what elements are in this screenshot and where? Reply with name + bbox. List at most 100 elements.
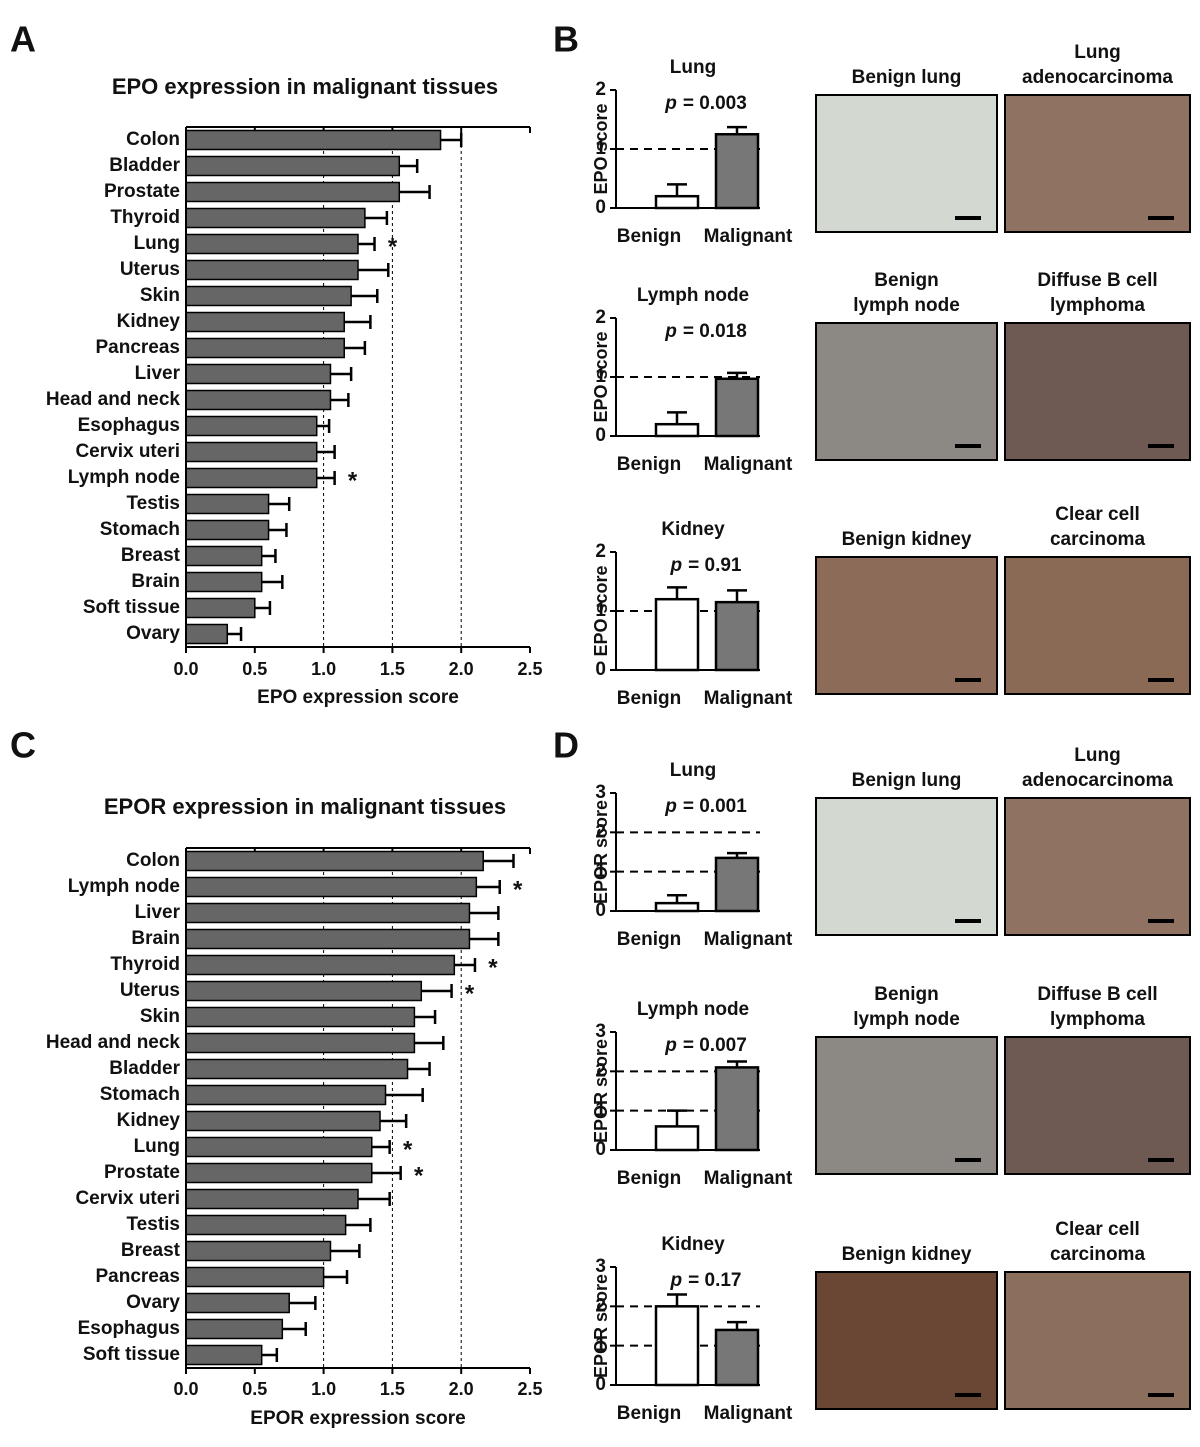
y-axis-label: EPOR score [591,1039,611,1143]
category-label: Liver [135,363,181,384]
image-caption: Benign kidney [842,1244,972,1265]
y-tick-label: 0 [595,1374,606,1395]
bar [714,133,760,210]
error-bar [282,1322,307,1336]
category-label: Uterus [120,980,180,1001]
y-tick-label: 2 [595,1295,606,1316]
error-bar [727,589,747,603]
bar [185,311,345,333]
scale-bar [955,1393,981,1397]
p-text: = 0.91 [688,555,742,576]
category-label: Ovary [126,623,180,644]
chart-title: Lymph node [637,999,749,1020]
image-caption: Benign kidney [842,529,972,550]
y-tick-label: 1 [595,861,606,882]
y-tick-label: 2 [595,541,606,562]
x-tick-label: Benign [617,688,681,709]
bar [714,600,760,672]
error-bar [414,1036,445,1050]
micrograph [815,556,998,695]
category-label: Colon [126,850,180,871]
error-bar [316,471,336,485]
x-tick-label: Benign [617,1168,681,1189]
image-caption: Diffuse B cell [1037,270,1157,291]
error-bar [254,601,272,615]
error-bar [399,185,431,199]
error-bar [667,894,687,904]
x-tick-label: Benign [617,1403,681,1424]
bar [185,285,352,307]
error-bar [414,1010,437,1024]
image-caption: lymph node [853,295,960,316]
category-label: Colon [126,129,180,150]
bar [185,928,471,950]
error-bar [667,183,687,197]
bar [654,901,700,913]
error-bar [316,419,331,433]
scale-bar [1148,1158,1174,1162]
scale-bar [1148,216,1174,220]
error-bar [316,445,336,459]
micrograph [1004,1036,1191,1175]
bar [185,129,442,151]
image-caption: adenocarcinoma [1022,770,1173,791]
y-tick-label: 1 [595,366,606,387]
error-bar [261,575,284,589]
p-text: = 0.001 [683,796,747,817]
x-tick-label: Malignant [704,226,793,247]
error-bar [371,1166,402,1180]
p-value: p = 0.003 [664,93,747,114]
category-label: Head and neck [46,389,181,410]
bar [185,441,318,463]
bar [185,415,318,437]
p-symbol: p [664,1035,677,1056]
micrograph [1004,556,1191,695]
error-bar [344,315,372,329]
chart-title: Kidney [661,519,725,540]
bar [185,493,270,515]
bar [185,1136,373,1158]
category-label: Breast [121,545,181,566]
x-axis-label: EPO expression score [257,687,459,708]
bar [654,194,700,210]
x-tick-label: 2.5 [517,659,542,679]
bar [185,597,256,619]
error-bar [261,1348,279,1362]
error-bar [667,411,687,425]
error-bar [667,1293,687,1307]
image-caption: lymphoma [1050,295,1145,316]
scale-bar [1148,1393,1174,1397]
category-label: Bladder [109,1058,180,1079]
x-tick-label: Malignant [704,1168,793,1189]
bar [654,1305,700,1387]
bar [185,363,332,385]
scale-bar [955,444,981,448]
bar [185,519,270,541]
x-tick-label: 2.0 [449,1379,474,1399]
category-label: Cervix uteri [75,441,180,462]
p-value: p = 0.17 [670,1270,742,1291]
category-label: Kidney [117,1110,181,1131]
category-label: Lung [134,233,180,254]
bar [185,259,359,281]
significance-marker: * [414,1162,424,1189]
x-tick-label: 2.5 [517,1379,542,1399]
bar [714,1066,760,1152]
y-tick-label: 0 [595,900,606,921]
y-tick-label: 2 [595,821,606,842]
x-tick-label: 1.5 [380,1379,405,1399]
y-tick-label: 3 [595,1021,606,1042]
category-label: Skin [140,285,180,306]
category-label: Brain [131,571,180,592]
error-bar [421,984,453,998]
y-tick-label: 1 [595,1335,606,1356]
p-symbol: p [664,796,677,817]
x-tick-label: 0.5 [242,1379,267,1399]
bar [185,850,484,872]
p-text: = 0.003 [683,93,747,114]
bar [185,902,471,924]
error-bar [289,1296,317,1310]
category-label: Testis [126,493,180,514]
category-label: Thyroid [110,207,180,228]
significance-marker: * [513,876,523,903]
